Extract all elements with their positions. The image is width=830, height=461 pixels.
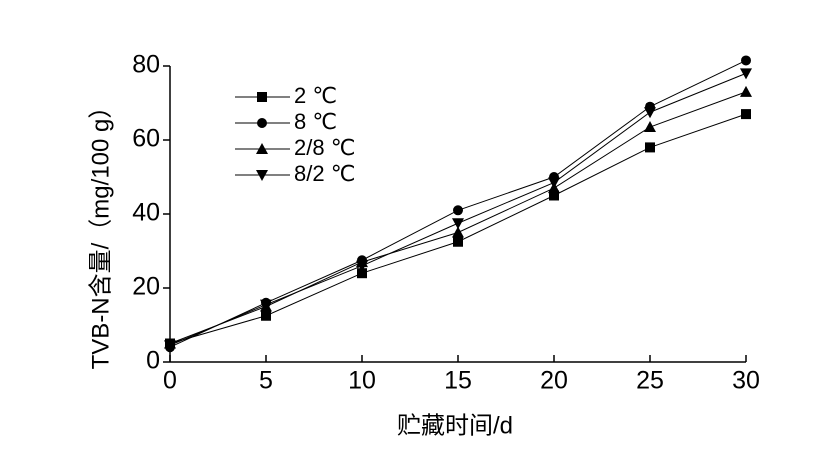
legend-marker — [256, 143, 268, 154]
data-point — [548, 177, 560, 189]
series-line — [169, 91, 747, 344]
data-point — [357, 268, 367, 279]
data-point — [644, 107, 656, 119]
data-point — [453, 236, 463, 247]
x-tick-label: 0 — [163, 367, 177, 395]
y-tick-label: 60 — [132, 125, 160, 153]
data-point — [452, 226, 464, 238]
y-tick-label: 40 — [132, 199, 160, 227]
y-tick-label: 20 — [132, 273, 160, 301]
data-point — [740, 85, 752, 97]
data-point — [356, 260, 368, 272]
legend-marker — [257, 92, 267, 102]
data-point — [261, 310, 271, 321]
y-tick-label: 0 — [146, 347, 160, 375]
data-point — [452, 218, 464, 230]
x-tick-label: 20 — [540, 367, 568, 395]
x-axis-label: 贮藏时间/d — [397, 412, 513, 439]
data-point — [260, 299, 272, 311]
legend-label: 8/2 ℃ — [294, 161, 355, 186]
series-line — [169, 59, 747, 348]
legend-marker — [257, 118, 267, 128]
data-point — [740, 68, 752, 80]
x-tick-label: 25 — [636, 367, 664, 395]
x-tick-label: 5 — [259, 367, 273, 395]
legend-label: 2 ℃ — [294, 83, 337, 108]
data-point — [644, 121, 656, 133]
data-point — [741, 109, 751, 120]
x-tick-label: 30 — [732, 367, 760, 395]
legend-label: 8 ℃ — [294, 109, 337, 134]
data-point — [549, 190, 559, 201]
y-tick-label: 80 — [132, 51, 160, 79]
data-point — [164, 340, 176, 352]
x-tick-label: 15 — [444, 367, 472, 395]
x-tick-label: 10 — [348, 367, 376, 395]
y-axis-label: TVB-N含量/（mg/100 g） — [87, 95, 114, 370]
data-point — [453, 205, 463, 216]
data-point — [645, 142, 655, 153]
legend-marker — [256, 170, 268, 181]
data-point — [741, 55, 751, 66]
legend-label: 2/8 ℃ — [294, 135, 355, 160]
